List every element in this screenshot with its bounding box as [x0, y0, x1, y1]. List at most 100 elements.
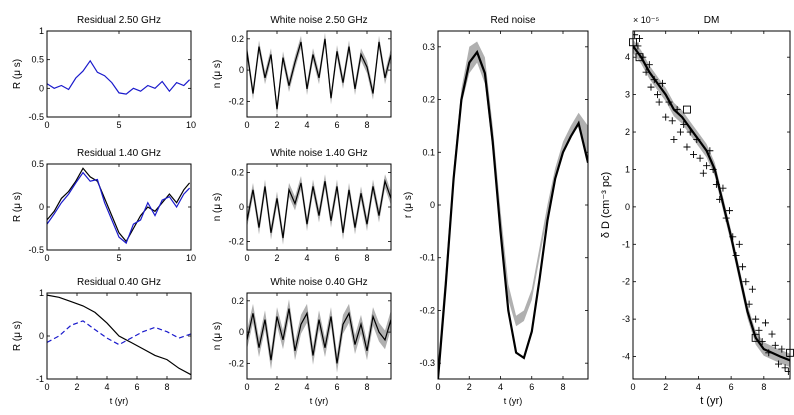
measurement-point [693, 136, 701, 144]
x-tick-label: 5 [116, 253, 121, 263]
measurement-point [645, 61, 653, 69]
y-tick-label: 1 [39, 26, 44, 36]
series-line-residual [47, 59, 191, 95]
x-tick-label: 0 [44, 120, 49, 130]
x-tick-label: 8 [364, 382, 369, 392]
x-tick-label: 6 [334, 253, 339, 263]
measurement-point [745, 300, 753, 308]
measurement-point [683, 143, 691, 151]
plot-area [47, 59, 191, 95]
measurement-point [658, 79, 666, 87]
y-tick-label: 0.5 [31, 55, 44, 65]
y-tick-label: 0.2 [231, 34, 244, 44]
measurement-point [699, 169, 707, 177]
measurement-point [716, 195, 724, 203]
y-tick-label: 2 [625, 127, 630, 137]
y-tick-label: -0.5 [28, 112, 44, 122]
y-tick-label: -0.2 [228, 358, 244, 368]
x-tick-label: 10 [186, 120, 196, 130]
y-tick-label: -0.1 [419, 253, 435, 263]
x-tick-label: 8 [761, 382, 766, 392]
measurement-point [732, 252, 740, 260]
chart-title: White noise 0.40 GHz [270, 277, 367, 288]
x-tick-label: 6 [729, 382, 734, 392]
y-axis-label: δ D (cm⁻³ pc) [600, 172, 612, 238]
measurement-point [735, 240, 743, 248]
square-marker [683, 105, 691, 114]
measurement-point [768, 330, 776, 338]
measurement-point [771, 341, 779, 349]
y-tick-label: 0 [430, 200, 435, 210]
measurement-point [729, 233, 737, 241]
y-axis-label: n (μ s) [212, 60, 223, 89]
x-tick-label: 2 [74, 382, 79, 392]
x-tick-label: 8 [364, 253, 369, 263]
measurement-point [703, 162, 711, 170]
plot-area [633, 31, 790, 376]
y-tick-label: -4 [622, 352, 630, 362]
y-tick-label: 0 [239, 65, 244, 75]
x-axis-label: t (yr) [504, 396, 523, 406]
measurement-point [650, 76, 658, 84]
x-tick-label: 2 [274, 120, 279, 130]
x-tick-label: 4 [304, 382, 309, 392]
series-line-red-noise [438, 49, 588, 379]
plot-area [247, 32, 391, 116]
y-tick-label: -3 [622, 314, 630, 324]
y-tick-label: 0.1 [422, 147, 435, 157]
measurement-point [654, 91, 662, 99]
y-tick-label: 0 [239, 202, 244, 212]
measurement-point [647, 83, 655, 91]
measurement-point [781, 364, 789, 372]
measurement-point [784, 368, 790, 376]
x-tick-label: 8 [364, 120, 369, 130]
chart-title: Residual 1.40 GHz [77, 148, 161, 159]
y-tick-label: 0.2 [231, 168, 244, 178]
x-tick-label: 4 [304, 120, 309, 130]
y-tick-label: -0.2 [419, 305, 435, 315]
x-tick-label: 0 [44, 382, 49, 392]
x-tick-label: 8 [560, 382, 565, 392]
axes-frame [246, 30, 392, 118]
y-tick-label: 0.3 [422, 42, 435, 52]
x-tick-label: 2 [663, 382, 668, 392]
x-tick-label: 2 [274, 382, 279, 392]
measurement-point [758, 338, 766, 346]
y-tick-label: 4 [625, 52, 630, 62]
x-tick-label: 4 [104, 382, 109, 392]
x-tick-label: 4 [304, 253, 309, 263]
panel-wn250: 0 2 4 6 8 -0.2 0 0.2 White noise 2.50 GHz n (μ s) [212, 15, 392, 130]
axis-scale-label: × 10⁻⁵ [633, 15, 660, 25]
y-axis-label: n (μ s) [212, 322, 223, 351]
y-tick-label: 0.5 [31, 159, 44, 169]
measurement-point [662, 113, 670, 121]
measurement-point [696, 154, 704, 162]
x-tick-label: 5 [116, 120, 121, 130]
plot-area [47, 294, 191, 376]
uncertainty-band [438, 41, 588, 369]
uncertainty-band [633, 39, 790, 367]
measurement-point [706, 147, 714, 155]
measurement-point [752, 315, 760, 323]
y-tick-label: -1 [36, 374, 44, 384]
measurement-point [642, 68, 650, 76]
y-tick-label: -0.5 [28, 245, 44, 255]
measurement-point [775, 360, 783, 368]
plot-area [247, 299, 391, 373]
axes-frame [246, 292, 392, 380]
measurement-point [739, 263, 747, 271]
chart-title: White noise 2.50 GHz [270, 15, 367, 26]
x-tick-label: 6 [334, 382, 339, 392]
plot-area [47, 167, 191, 245]
y-tick-label: 0 [39, 202, 44, 212]
y-tick-label: 0 [625, 202, 630, 212]
y-tick-label: 0.2 [422, 95, 435, 105]
y-tick-label: -1 [622, 239, 630, 249]
panel-rednoise: 0 2 4 6 8 -0.3 -0.2 -0.1 0 0.1 0.2 0.3 Red noise t (y… [403, 15, 589, 406]
square-marker [751, 333, 760, 342]
y-axis-label: n (μ s) [212, 193, 223, 222]
axes-frame [437, 30, 589, 380]
y-tick-label: 1 [39, 288, 44, 298]
